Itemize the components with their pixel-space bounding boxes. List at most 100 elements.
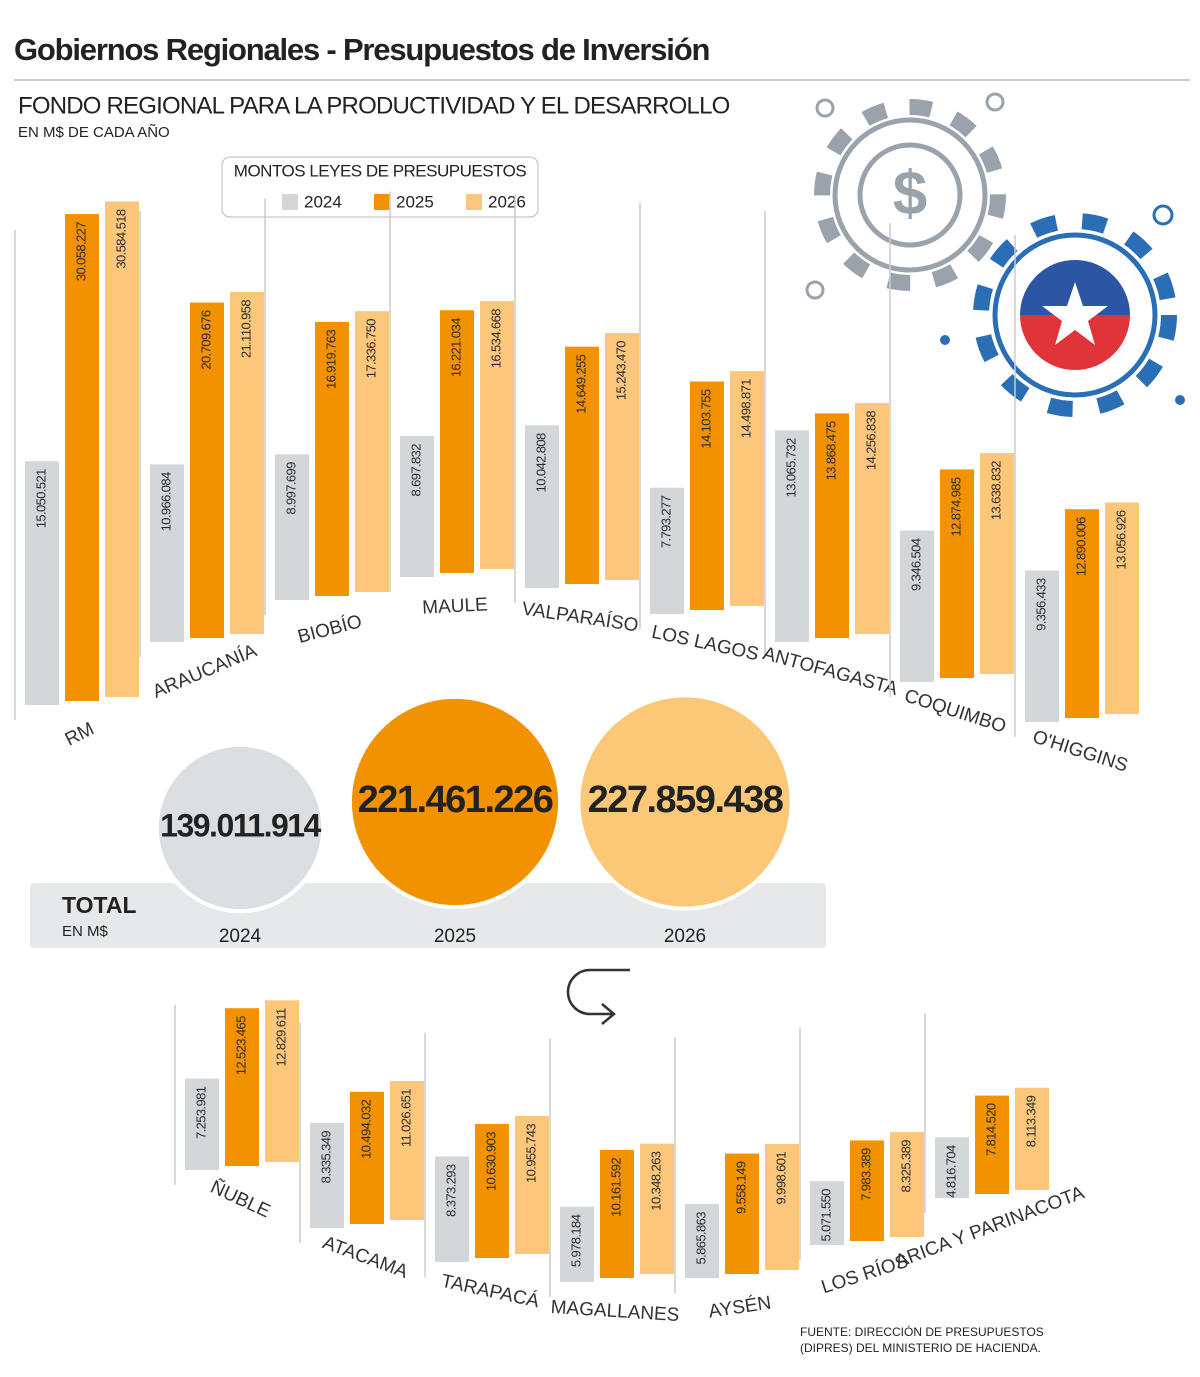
bar: [225, 1008, 259, 1166]
bar: [105, 201, 139, 697]
bar: [265, 1000, 299, 1162]
value-label: 5.978.184: [568, 1214, 583, 1267]
bar: [940, 469, 974, 678]
bar: [230, 292, 264, 634]
category-label: ANTOFAGASTA: [760, 643, 900, 700]
legend-label: 2025: [396, 192, 434, 211]
bar: [25, 461, 59, 705]
value-label: 8.697.832: [408, 444, 423, 497]
total-bubble: [154, 742, 326, 914]
bar: [65, 214, 99, 702]
bar: [390, 1081, 424, 1220]
continue-arrow: [566, 968, 630, 1025]
legend-label: 2024: [304, 192, 342, 211]
bar: [525, 425, 559, 588]
value-label: 16.919.763: [323, 330, 338, 389]
bar: [650, 487, 684, 614]
value-label: 30.058.227: [73, 222, 88, 281]
bar: [605, 333, 639, 580]
value-label: 5.071.550: [818, 1189, 833, 1242]
bar: [900, 530, 934, 682]
category-label: MAULE: [422, 594, 488, 618]
bar: [975, 1095, 1009, 1194]
value-label: 8.373.293: [443, 1164, 458, 1217]
bar: [515, 1115, 549, 1254]
value-label: 10.494.032: [358, 1099, 373, 1158]
legend-box: [221, 156, 539, 218]
category-label: ATACAMA: [320, 1232, 411, 1283]
value-label: 12.523.465: [233, 1016, 248, 1075]
total-value: 227.859.438: [588, 779, 783, 821]
bar: [935, 1137, 969, 1198]
bar: [475, 1124, 509, 1258]
bar: [810, 1181, 844, 1245]
bar: [275, 454, 309, 600]
bar: [765, 1144, 799, 1270]
bar: [1065, 509, 1099, 718]
legend-swatch: [282, 194, 298, 210]
bar: [440, 310, 474, 573]
value-label: 11.026.651: [398, 1089, 413, 1147]
value-label: 14.498.871: [738, 379, 753, 438]
bar: [310, 1122, 344, 1228]
value-label: 10.630.903: [483, 1132, 498, 1191]
total-year: 2024: [219, 926, 262, 947]
bar: [815, 413, 849, 638]
category-label: ARAUCANÍA: [150, 640, 261, 702]
category-label: VALPARAÍSO: [520, 599, 639, 637]
category-label: BIOBÍO: [296, 611, 365, 648]
bar: [640, 1143, 674, 1274]
legend-label: 2026: [488, 192, 526, 211]
value-label: 13.638.832: [988, 461, 1003, 520]
value-label: 12.874.985: [948, 477, 963, 536]
value-label: 14.649.255: [573, 354, 588, 413]
category-label: O'HIGGINS: [1030, 727, 1130, 777]
bar: [315, 321, 349, 596]
bar: [690, 381, 724, 610]
value-label: 13.056.926: [1113, 510, 1128, 569]
legend-title: MONTOS LEYES DE PRESUPUESTOS: [234, 161, 527, 180]
total-bubble: [347, 694, 563, 910]
value-label: 9.558.149: [733, 1161, 748, 1214]
value-label: 10.161.592: [608, 1158, 623, 1217]
category-label: ÑUBLE: [207, 1176, 274, 1223]
bar: [150, 464, 184, 642]
bar: [730, 371, 764, 606]
value-label: 7.814.520: [983, 1103, 998, 1156]
source-line: FUENTE: DIRECCIÓN DE PRESUPUESTOS: [800, 1324, 1044, 1339]
value-label: 8.335.349: [318, 1131, 333, 1184]
total-year: 2026: [664, 926, 706, 947]
bar: [355, 311, 389, 592]
value-label: 8.113.349: [1023, 1095, 1038, 1147]
flag-gear-icon: [940, 204, 1185, 417]
bar: [565, 346, 599, 584]
total-year: 2025: [434, 926, 476, 947]
chart-subtitle: EN M$ DE CADA AÑO: [18, 124, 170, 141]
value-label: 12.829.611: [273, 1008, 288, 1066]
total-value: 221.461.226: [358, 779, 553, 821]
value-label: 7.253.981: [193, 1086, 208, 1139]
bar: [350, 1091, 384, 1224]
value-label: 16.534.668: [488, 309, 503, 368]
category-label: LOS LAGOS: [650, 622, 761, 665]
bar: [685, 1204, 719, 1278]
total-bubble: [576, 693, 794, 911]
value-label: 10.966.084: [158, 472, 173, 531]
value-label: 10.955.743: [523, 1124, 538, 1183]
value-label: 15.050.521: [33, 469, 48, 528]
value-label: 15.243.470: [613, 341, 628, 400]
bar: [600, 1149, 634, 1278]
value-label: 21.110.958: [238, 300, 253, 358]
value-label: 14.256.838: [863, 411, 878, 470]
category-label: AYSÉN: [707, 1293, 772, 1323]
value-label: 30.584.518: [113, 209, 128, 268]
source-line: (DIPRES) DEL MINISTERIO DE HACIENDA.: [800, 1341, 1041, 1355]
value-label: 17.336.750: [363, 319, 378, 378]
value-label: 4.816.704: [943, 1145, 958, 1198]
value-label: 14.103.755: [698, 389, 713, 448]
total-value: 139.011.914: [160, 807, 321, 843]
bar: [775, 430, 809, 642]
bar: [480, 301, 514, 569]
category-label: TARAPACÁ: [439, 1271, 541, 1313]
